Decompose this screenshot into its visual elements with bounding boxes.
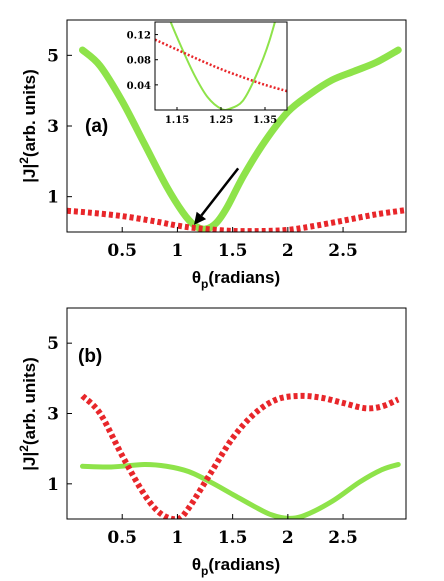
panel-a: 0.5 1 1.5 2 2.5 1 3 5 (a) θp(radians) |J|2(arb…: [17, 19, 407, 291]
inset-y-tick-label: 0.04: [127, 81, 151, 92]
panel-b-series-green-line: [79, 461, 401, 519]
panel-b-y-tick-label: 3: [47, 405, 59, 425]
panel-a-label: (a): [85, 116, 108, 137]
panel-a-x-axis-label: θp(radians): [192, 268, 280, 291]
inset-y-tick-label: 0.08: [127, 56, 151, 67]
panel-a-x-tick-label: 0.5: [107, 241, 137, 261]
arrow-shaft: [200, 167, 240, 217]
panel-a-series-green-line: [78, 46, 402, 232]
panel-b-curves: [79, 392, 401, 519]
inset-x-ticks: 1.15 1.25 1.35: [165, 107, 277, 126]
panel-b-y-tick-label: 5: [47, 334, 59, 354]
panel-a-y-tick-label: 5: [47, 46, 59, 66]
panel-a-y-ticks: 1 3 5: [47, 46, 72, 208]
panel-b-y-ticks: 1 3 5: [47, 334, 72, 495]
panel-b-x-tick-label: 0.5: [107, 528, 137, 548]
inset-series-red-line: [155, 38, 287, 93]
panel-b-x-axis-label: θp(radians): [192, 555, 280, 578]
inset-background: [155, 22, 287, 110]
panel-b-y-tick-label: 1: [47, 475, 59, 495]
panel-b-x-tick-label: 1.5: [218, 528, 248, 548]
panel-b-y-axis-label: |J|2(arb. units): [17, 357, 39, 471]
panel-a-x-tick-label: 1.5: [218, 241, 248, 261]
panel-b-x-ticks: 0.5 1 1.5 2 2.5: [107, 514, 358, 548]
inset-y-ticks: 0.04 0.08 0.12: [127, 31, 158, 92]
panel-a-inset: 1.15 1.25 1.35 0.04 0.08 0.12: [127, 21, 288, 126]
panel-a-x-tick-label: 2.5: [328, 241, 358, 261]
panel-a-series-red-line: [67, 207, 406, 232]
panel-b-x-tick-label: 2: [282, 528, 294, 548]
panel-a-x-ticks: 0.5 1 1.5 2 2.5: [107, 227, 358, 261]
arrow-head: [193, 211, 207, 225]
panel-b-x-tick-label: 2.5: [328, 528, 358, 548]
panel-a-x-tick-label: 1: [172, 241, 184, 261]
inset-x-tick-label: 1.35: [253, 115, 277, 126]
panel-b-label: (b): [78, 346, 102, 367]
inset-x-tick-label: 1.25: [209, 115, 233, 126]
inset-y-tick-label: 0.12: [127, 31, 151, 42]
panel-b-x-tick-label: 1: [172, 528, 184, 548]
panel-a-y-axis-label: |J|2(arb. units): [17, 69, 39, 183]
panel-a-y-tick-label: 3: [47, 117, 59, 137]
panel-a-x-tick-label: 2: [282, 241, 294, 261]
panel-a-curves: [67, 46, 406, 232]
inset-x-tick-label: 1.15: [165, 115, 189, 126]
panel-b-series-red-line: [80, 392, 400, 519]
panel-a-arrow: [193, 167, 240, 225]
panel-a-y-tick-label: 1: [47, 188, 59, 208]
panel-b: 0.5 1 1.5 2 2.5 1 3 5 (b) θp(radians) |J|2(arb…: [17, 307, 407, 578]
